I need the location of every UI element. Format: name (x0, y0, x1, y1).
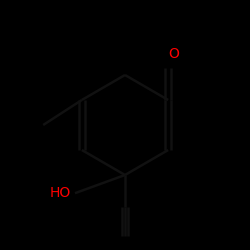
Text: HO: HO (49, 186, 70, 200)
Text: O: O (168, 47, 179, 61)
